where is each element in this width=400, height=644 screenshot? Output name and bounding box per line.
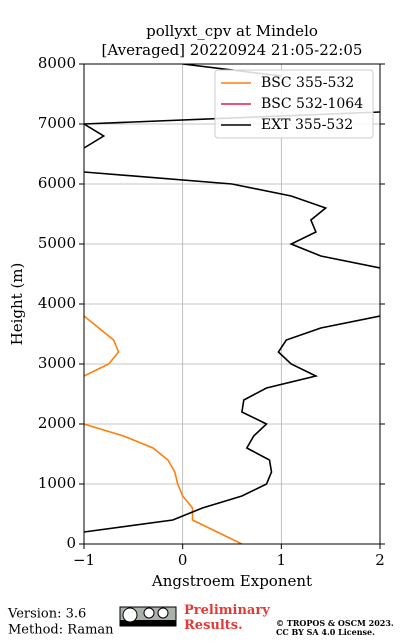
legend-box	[214, 69, 374, 139]
method: Method: Raman	[8, 623, 114, 638]
x-tick-label: 2	[375, 551, 385, 569]
series-line	[84, 100, 242, 544]
series-line	[84, 64, 380, 533]
legend-label: BSC 532-1064	[261, 96, 363, 112]
license: CC BY SA 4.0 License.	[276, 627, 375, 637]
y-tick-label: 3000	[38, 354, 76, 372]
x-axis-label: Angstroem Exponent	[151, 572, 312, 590]
copyright: © TROPOS & OSCM 2023.	[276, 618, 394, 628]
x-tick-label: 1	[277, 551, 287, 569]
x-tick-label: 0	[178, 551, 188, 569]
plot-area	[84, 64, 380, 544]
legend-label: BSC 355-532	[261, 75, 354, 91]
y-tick-label: 7000	[38, 114, 76, 132]
y-tick-label: 6000	[38, 174, 76, 192]
y-tick-label: 4000	[38, 294, 76, 312]
y-tick-label: 0	[66, 534, 76, 552]
y-tick-label: 1000	[38, 474, 76, 492]
preliminary-note: Preliminary Results.	[184, 603, 270, 633]
version: Version: 3.6	[7, 607, 86, 622]
legend-label: EXT 355-532	[261, 117, 353, 133]
chart-subtitle: [Averaged] 20220924 21:05-22:05	[102, 41, 363, 59]
chart-title: pollyxt_cpv at Mindelo	[146, 22, 318, 40]
cc-badge	[119, 606, 177, 627]
y-tick-label: 2000	[38, 414, 76, 432]
x-tick-label: −1	[73, 551, 95, 569]
y-tick-label: 5000	[38, 234, 76, 252]
y-tick-label: 8000	[38, 54, 76, 72]
y-axis-label: Height (m)	[8, 263, 26, 346]
